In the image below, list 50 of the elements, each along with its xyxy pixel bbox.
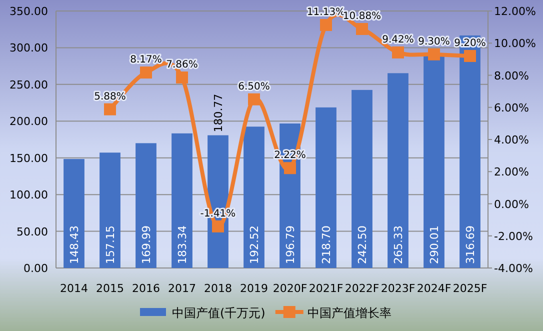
x-tick-label: 2017 — [168, 282, 196, 295]
data-label: 218.70 — [320, 226, 333, 264]
y2-tick-label: 4.00% — [494, 134, 529, 146]
y2-tick-label: -2.00% — [494, 230, 533, 243]
data-label: 242.50 — [356, 226, 369, 264]
legend-label: 中国产值(千万元) — [172, 306, 266, 320]
x-tick-label: 2022F — [344, 282, 380, 295]
y-tick-label: 0.00 — [24, 262, 48, 275]
x-tick-label: 2021F — [308, 282, 344, 295]
data-label: 11.13% — [306, 6, 346, 18]
x-tick-label: 2020F — [272, 282, 308, 295]
y2-tick-label: 0.00% — [494, 198, 529, 211]
data-label: 316.69 — [464, 226, 477, 264]
y-tick-label: 200.00 — [10, 115, 48, 128]
y2-tick-label: -4.00% — [494, 262, 533, 275]
data-label: 148.43 — [68, 226, 81, 264]
x-tick-label: 2015 — [96, 282, 124, 295]
x-tick-label: 2014 — [60, 282, 88, 295]
y-tick-label: 100.00 — [10, 188, 48, 202]
y2-tick-label: 8.00% — [494, 69, 529, 82]
x-tick-label: 2024F — [416, 282, 452, 295]
x-tick-label: 2019 — [240, 282, 268, 295]
data-label: 183.34 — [176, 226, 189, 264]
data-label: 9.20% — [454, 38, 486, 49]
data-label: 290.01 — [428, 226, 441, 264]
x-tick-label: 2023F — [380, 282, 416, 295]
x-tick-label: 2025F — [452, 282, 488, 295]
y2-tick-label: 10.00% — [494, 37, 536, 50]
data-label: 6.50% — [238, 81, 270, 92]
data-label: 180.77 — [212, 94, 225, 132]
data-label: 157.15 — [104, 226, 117, 264]
y-tick-label: 250.00 — [10, 78, 48, 92]
x-tick-label: 2018 — [204, 282, 232, 295]
y-tick-label: 350.00 — [10, 5, 48, 18]
y2-tick-label: 6.00% — [494, 101, 529, 114]
data-label: 265.33 — [392, 226, 405, 264]
data-label: 9.42% — [382, 34, 414, 46]
y-tick-label: 50.00 — [16, 225, 48, 238]
data-label: 192.52 — [248, 226, 261, 264]
data-label: 8.17% — [130, 54, 162, 66]
data-label: 196.79 — [284, 226, 297, 264]
data-label: 9.30% — [418, 36, 450, 48]
y2-tick-label: 2.00% — [494, 166, 529, 179]
y-tick-label: 300.00 — [10, 42, 48, 55]
data-label: 169.99 — [140, 226, 153, 264]
x-tick-label: 2016 — [132, 282, 160, 295]
y2-tick-label: 12.00% — [494, 5, 536, 18]
legend-label: 中国产值增长率 — [307, 306, 392, 320]
data-label: -1.41% — [200, 208, 236, 220]
y-tick-label: 150.00 — [10, 152, 48, 165]
